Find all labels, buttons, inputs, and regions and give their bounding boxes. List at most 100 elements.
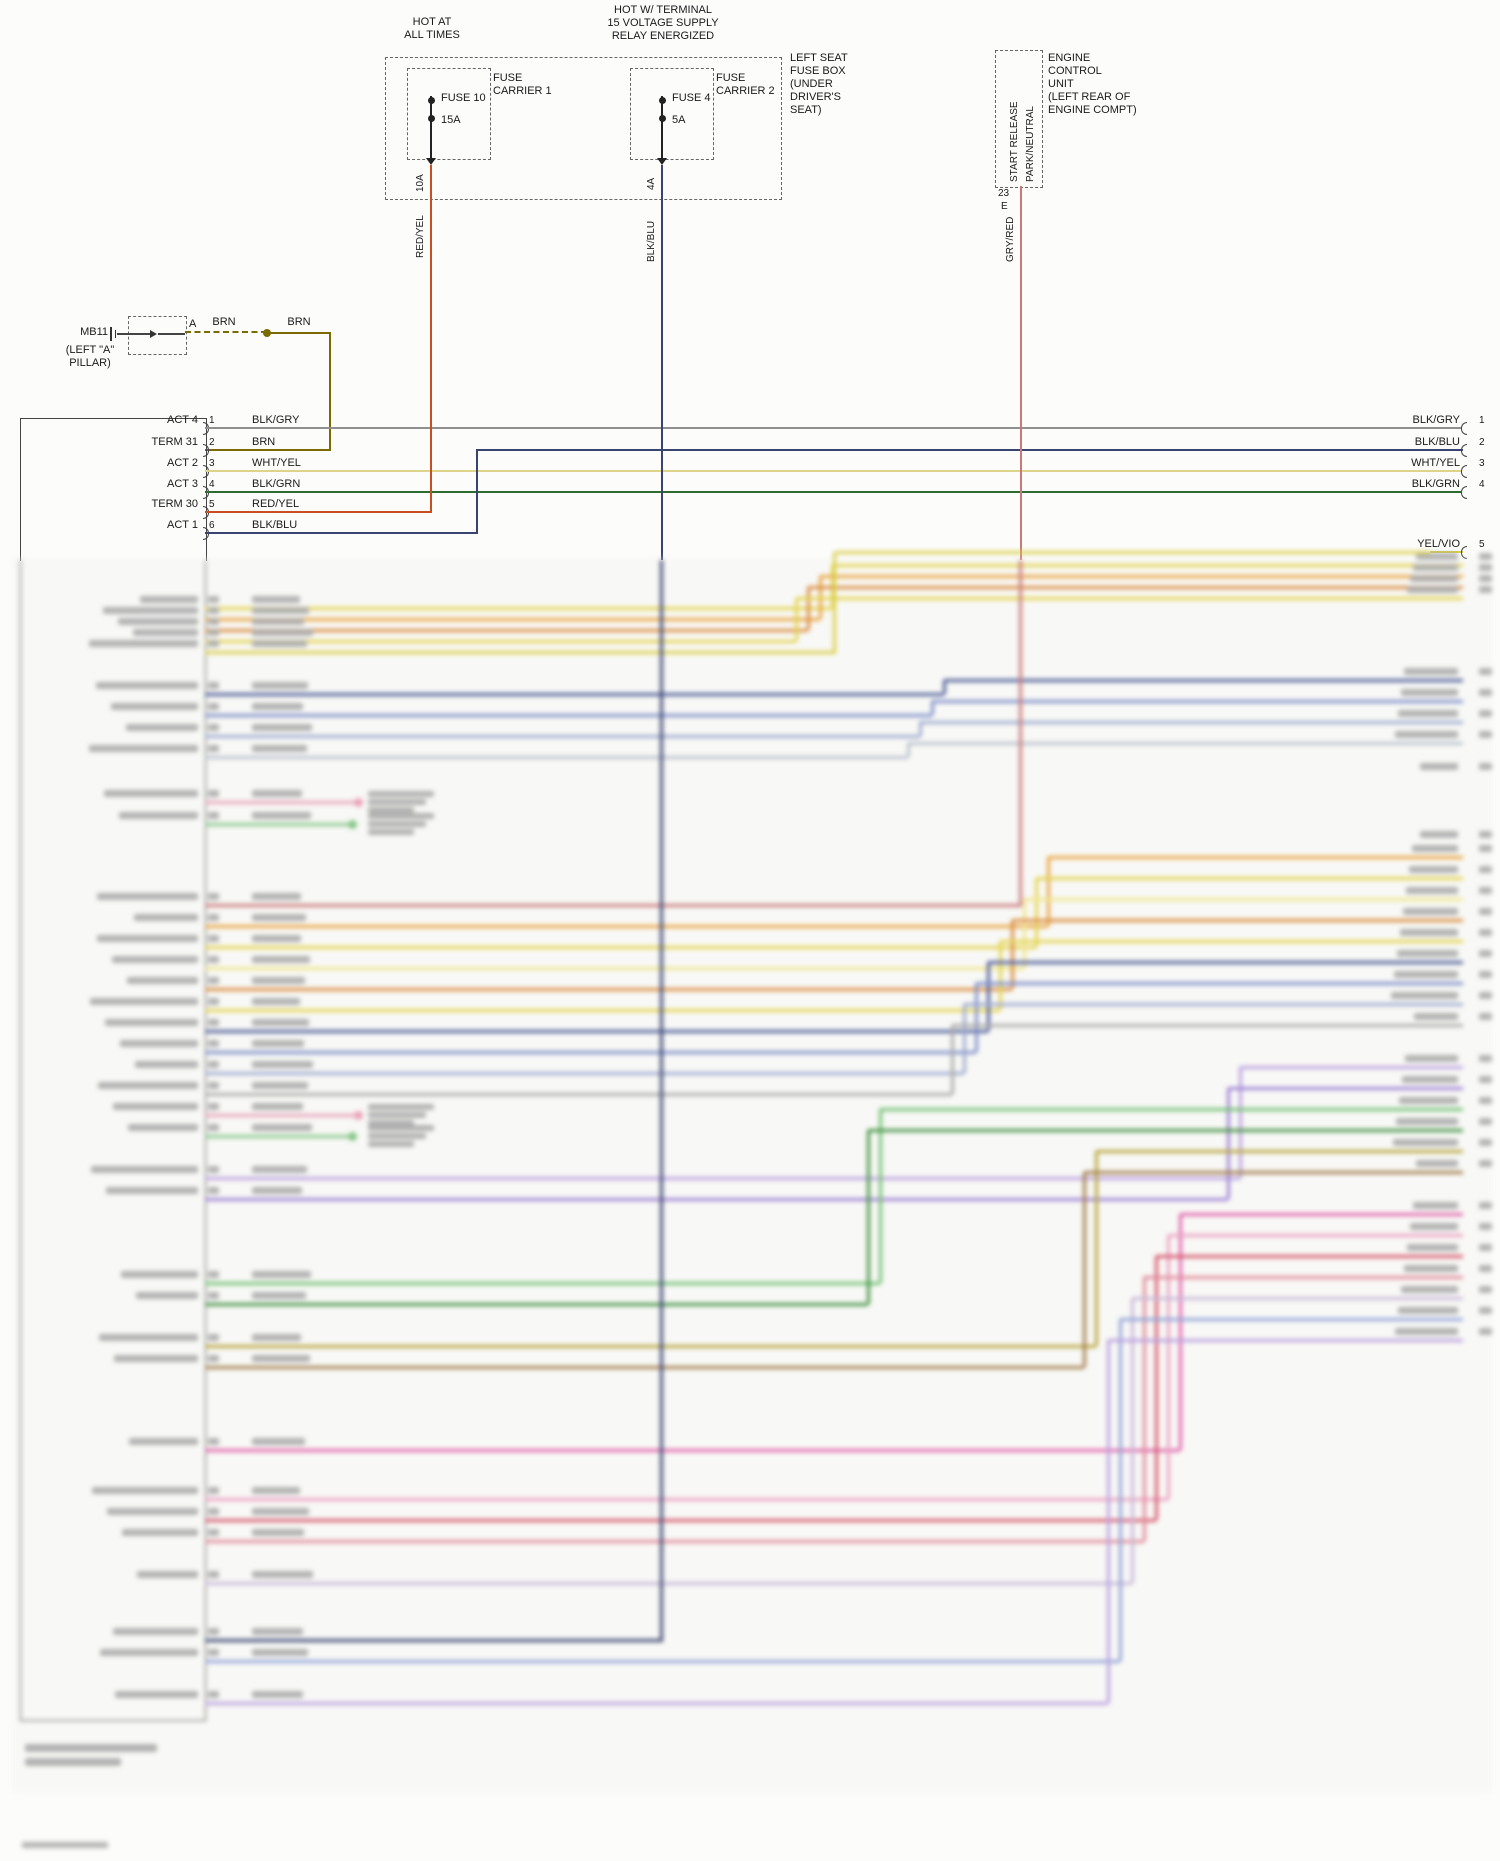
fuse-carrier1-label: FUSE CARRIER 1 [493, 72, 552, 97]
blurred-wire-h [880, 1108, 1463, 1111]
blurred-wire-h [205, 823, 352, 826]
blurred-label [90, 998, 198, 1005]
blurred-wire-h [205, 1540, 1144, 1543]
blurred-label [368, 791, 434, 797]
mb11-label: MB11 [80, 326, 108, 338]
blurred-wire-h [205, 946, 1036, 949]
blurred-label [1416, 553, 1458, 560]
blurred-label [368, 1125, 434, 1131]
blurred-label [103, 607, 198, 614]
fuse4-label: FUSE 4 [672, 92, 711, 104]
blurred-wire-h [205, 988, 1012, 991]
blurred-label [208, 1438, 219, 1445]
blurred-label [1479, 1286, 1492, 1293]
blurred-label [1479, 887, 1492, 894]
blurred-wire-v [795, 598, 798, 641]
blurred-label [96, 682, 198, 689]
ecu-pin-number: 23 [998, 188, 1010, 199]
fuse10-terminal-top [428, 97, 435, 104]
blurred-label [208, 1355, 219, 1362]
blurred-label [208, 977, 219, 984]
left-pin-5-wire-label: RED/YEL [252, 498, 300, 510]
mb11-terminal-label: A [189, 318, 197, 330]
blurred-label [1395, 1328, 1458, 1335]
blurred-label [134, 914, 198, 921]
right-pin-4-number: 4 [1479, 479, 1485, 490]
blurred-wire-v [931, 701, 934, 715]
blurred-label [252, 1487, 300, 1494]
blurred-label [1479, 1160, 1492, 1167]
blurred-label [252, 1061, 313, 1068]
fuse10-wire-color-label: RED/YEL [415, 215, 426, 258]
blurred-label [252, 1571, 313, 1578]
blurred-label [208, 596, 219, 603]
blurred-label [1410, 1223, 1458, 1230]
blurred-label [113, 1628, 198, 1635]
blurred-label [208, 998, 219, 1005]
blurred-label [368, 1112, 426, 1118]
blurred-label [1414, 1013, 1458, 1020]
blurred-label [208, 1292, 219, 1299]
blurred-wire-h [205, 629, 808, 632]
blurred-wire-v [1095, 1151, 1098, 1346]
blurred-label [1479, 950, 1492, 957]
fuse-carrier2-label: FUSE CARRIER 2 [716, 72, 775, 97]
blurred-label [1479, 831, 1492, 838]
blurred-label [208, 893, 219, 900]
fuse4-wire-color-label: BLK/BLU [646, 220, 657, 262]
left-pin-4-wire-label: BLK/GRN [252, 478, 301, 490]
blurred-label [252, 956, 310, 963]
blurred-junction-dot [348, 1132, 357, 1141]
blurred-label [208, 640, 219, 647]
ground-bar2-icon [115, 330, 116, 338]
blurred-wire-h [1144, 1276, 1463, 1279]
blurred-wire-v [975, 983, 978, 1052]
blurred-label [1400, 929, 1458, 936]
blurred-box-edge [205, 560, 206, 1720]
blurred-label [1404, 668, 1458, 675]
blurred-label [252, 812, 311, 819]
blurred-label [1479, 845, 1492, 852]
blurred-wire-h [205, 1135, 352, 1138]
mb11-outline [128, 316, 187, 355]
blurred-label [1412, 845, 1458, 852]
right-pin-4-wire-label: BLK/GRN [1411, 478, 1460, 490]
blurred-wire-h [205, 1093, 952, 1096]
blurred-wire-h [205, 1303, 868, 1306]
blurred-label [1395, 731, 1458, 738]
fuse10-arrow-icon [426, 158, 436, 165]
fuse4-pin-label: 4A [646, 177, 657, 190]
blurred-wire-h [205, 1498, 1168, 1501]
fuse4-rating: 5A [672, 114, 686, 126]
blurred-label [1399, 1097, 1458, 1104]
blurred-label [140, 596, 198, 603]
fuse4-element [661, 96, 663, 158]
blurred-wire-h [205, 1449, 1180, 1452]
blurred-label [208, 1187, 219, 1194]
blurred-wire-v [831, 565, 834, 608]
blurred-wire-v [943, 680, 946, 694]
blurred-box-edge [20, 560, 21, 1720]
blurred-label [1479, 1265, 1492, 1272]
fuse10-element [430, 96, 432, 158]
blurred-wire-h [205, 1009, 1000, 1012]
blurred-label [252, 1438, 305, 1445]
blurred-wire-v [999, 941, 1002, 1010]
blurred-label [368, 807, 414, 813]
blurred-wire-h [1240, 1066, 1463, 1069]
blurred-wire-h [1036, 877, 1463, 880]
blurred-label [1401, 689, 1458, 696]
blurred-label [252, 1691, 303, 1698]
blurred-wire-v [1155, 1256, 1158, 1520]
blurred-label [252, 596, 300, 603]
blurred-wire-v [660, 560, 663, 1641]
blurred-label [137, 1571, 198, 1578]
left-pin-2-number: 2 [209, 437, 215, 448]
blurred-label [1410, 575, 1458, 582]
blurred-label [1479, 586, 1492, 593]
blurred-label [1479, 731, 1492, 738]
blurred-label [89, 745, 198, 752]
blurred-wire-v [1011, 920, 1014, 989]
ecu-signal-start-release: START RELEASE [1009, 101, 1020, 182]
blurred-wire-v [987, 962, 990, 1031]
